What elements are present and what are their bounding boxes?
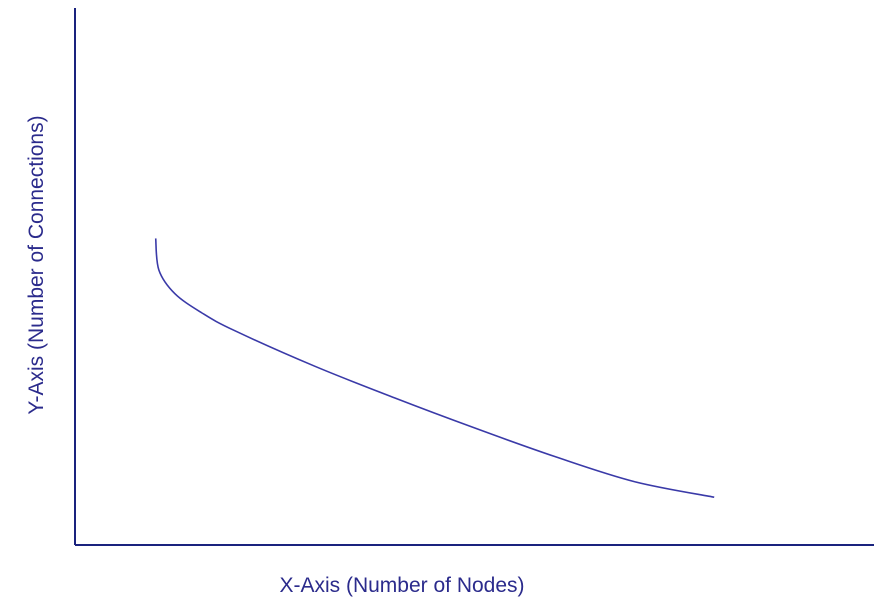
series-curve <box>154 238 715 498</box>
x-axis-label: X-Axis (Number of Nodes) <box>279 574 524 597</box>
y-axis-label: Y-Axis (Number of Connections) <box>25 115 48 414</box>
